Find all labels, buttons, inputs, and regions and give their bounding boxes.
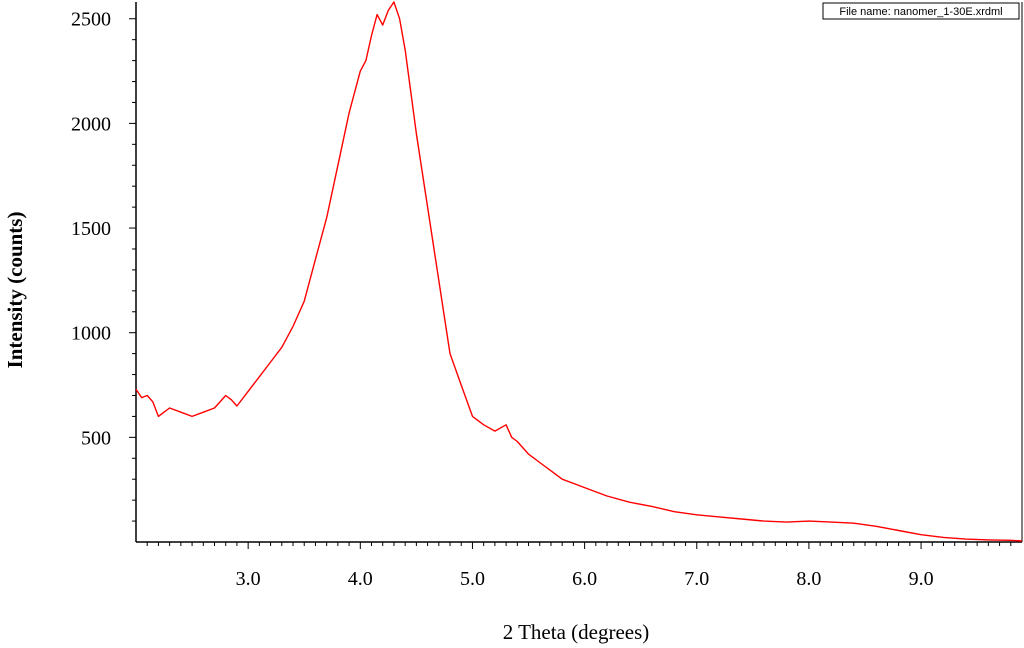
y-tick-label: 1000 <box>71 323 111 345</box>
x-tick-label: 4.0 <box>348 568 373 590</box>
file-name-box-border <box>822 2 1020 20</box>
file-name-box: File name: nanomer_1-30E.xrdml <box>822 2 1020 20</box>
x-tick-label: 5.0 <box>460 568 485 590</box>
y-tick-label: 2000 <box>71 113 111 135</box>
series-layer <box>135 1 1023 542</box>
y-tick-label: 500 <box>81 427 111 449</box>
x-axis-ticks: 3.0 4.0 5.0 6.0 7.0 8.0 9.0 <box>146 542 1012 590</box>
intensity-line <box>135 1 1023 542</box>
x-tick-label: 3.0 <box>236 568 261 590</box>
y-tick-label: 2500 <box>71 9 111 31</box>
x-tick-label: 9.0 <box>909 568 934 590</box>
x-tick-label: 7.0 <box>684 568 709 590</box>
x-tick-label: 6.0 <box>572 568 597 590</box>
file-name-label: File name: nanomer_1-30E.xrdml <box>839 6 1002 18</box>
y-tick-label: 1500 <box>71 218 111 240</box>
x-tick-label: 8.0 <box>796 568 821 590</box>
y-axis-ticks: 500 1000 1500 2000 2500 <box>71 9 136 522</box>
y-axis-title: Intensity (counts) <box>3 212 27 369</box>
plot-area: 500 1000 1500 2000 2500 3.0 4.0 5.0 6.0 7.0 8.0 9.… <box>71 1 1023 590</box>
x-axis-title: 2 Theta (degrees) <box>503 620 650 644</box>
